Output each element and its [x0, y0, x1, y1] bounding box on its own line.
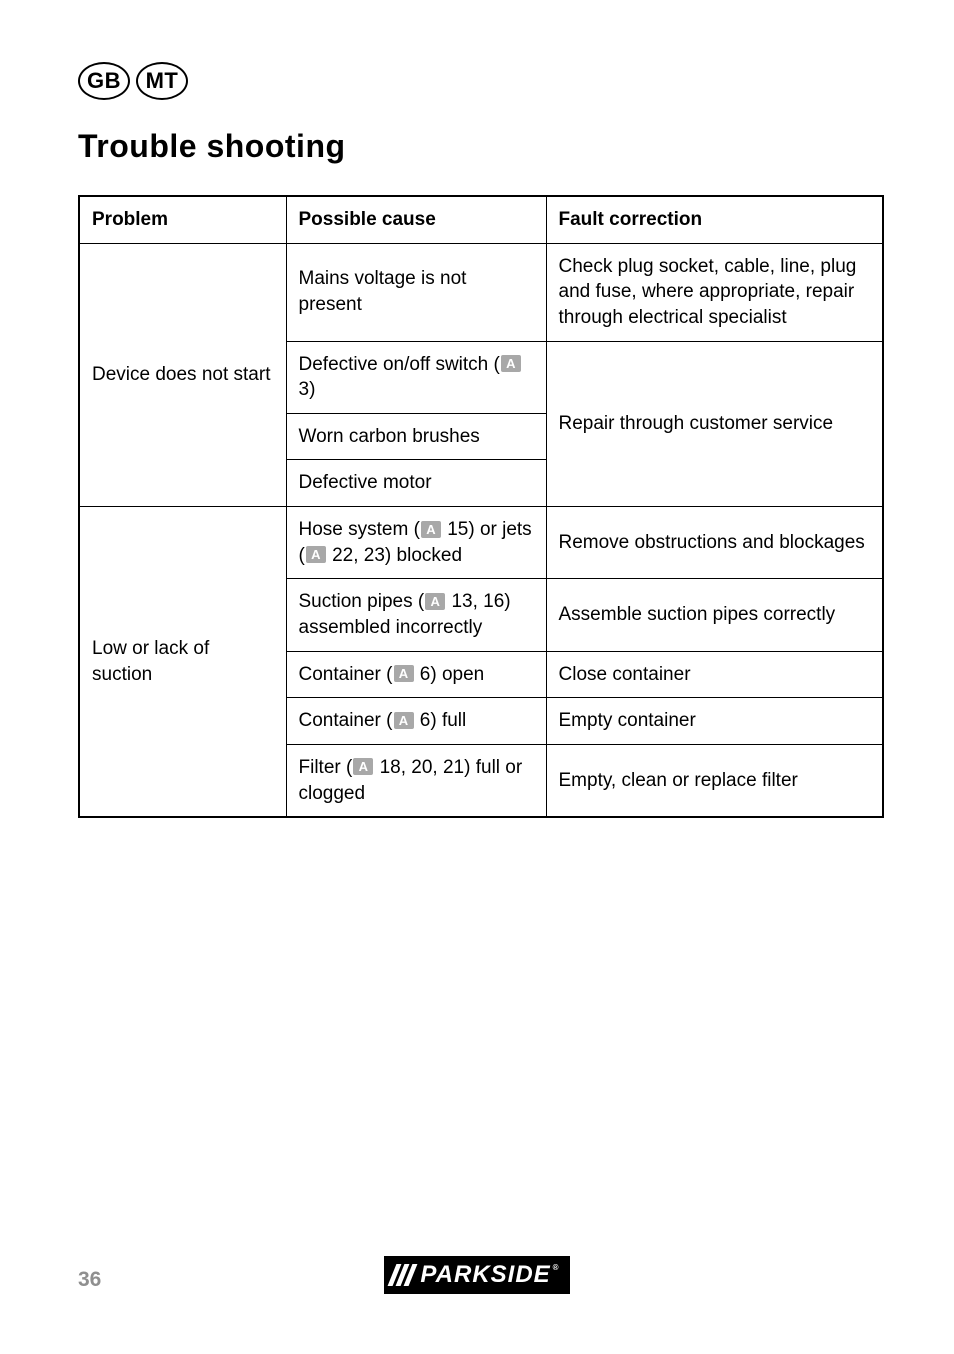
cell-cause: Defective on/off switch (A 3): [286, 341, 546, 413]
locale-badge-gb: GB: [78, 62, 130, 100]
brand-stripes-icon: [388, 1264, 418, 1286]
cell-cause: Hose system (A 15) or jets (A 22, 23) bl…: [286, 507, 546, 579]
header-fix: Fault correction: [546, 196, 883, 243]
cell-problem: Low or lack of suction: [79, 507, 286, 818]
table-row: Low or lack of suction Hose system (A 15…: [79, 507, 883, 579]
table-header-row: Problem Possible cause Fault correction: [79, 196, 883, 243]
cell-fix: Repair through customer service: [546, 341, 883, 507]
header-problem: Problem: [79, 196, 286, 243]
brand-logo: PARKSIDE®: [384, 1256, 569, 1294]
ref-icon: A: [501, 355, 521, 372]
brand-name: PARKSIDE®: [420, 1261, 559, 1289]
cell-problem: Device does not start: [79, 243, 286, 506]
header-cause: Possible cause: [286, 196, 546, 243]
cell-cause: Suction pipes (A 13, 16) assembled incor…: [286, 579, 546, 651]
locale-badge-mt: MT: [136, 62, 188, 100]
ref-icon: A: [394, 665, 414, 682]
cell-fix: Remove obstructions and blockages: [546, 507, 883, 579]
page-footer: 36 PARKSIDE®: [0, 1256, 954, 1294]
cell-fix: Assemble suction pipes correctly: [546, 579, 883, 651]
ref-icon: A: [421, 521, 441, 538]
registered-mark: ®: [553, 1263, 560, 1272]
ref-icon: A: [353, 758, 373, 775]
ref-icon: A: [306, 546, 326, 563]
cell-fix: Empty container: [546, 698, 883, 745]
locale-badges: GB MT: [78, 62, 884, 100]
table-row: Device does not start Mains voltage is n…: [79, 243, 883, 341]
cell-cause: Container (A 6) full: [286, 698, 546, 745]
cell-fix: Check plug socket, cable, line, plug and…: [546, 243, 883, 341]
cell-cause: Filter (A 18, 20, 21) full or clogged: [286, 744, 546, 817]
ref-icon: A: [394, 712, 414, 729]
cell-cause: Defective motor: [286, 460, 546, 507]
page-title: Trouble shooting: [78, 128, 884, 165]
page-number: 36: [78, 1268, 101, 1292]
cell-cause: Container (A 6) open: [286, 651, 546, 698]
cell-fix: Empty, clean or replace filter: [546, 744, 883, 817]
ref-icon: A: [425, 593, 445, 610]
troubleshooting-table: Problem Possible cause Fault correction …: [78, 195, 884, 818]
cell-fix: Close container: [546, 651, 883, 698]
cell-cause: Mains voltage is not present: [286, 243, 546, 341]
cell-cause: Worn carbon brushes: [286, 413, 546, 460]
